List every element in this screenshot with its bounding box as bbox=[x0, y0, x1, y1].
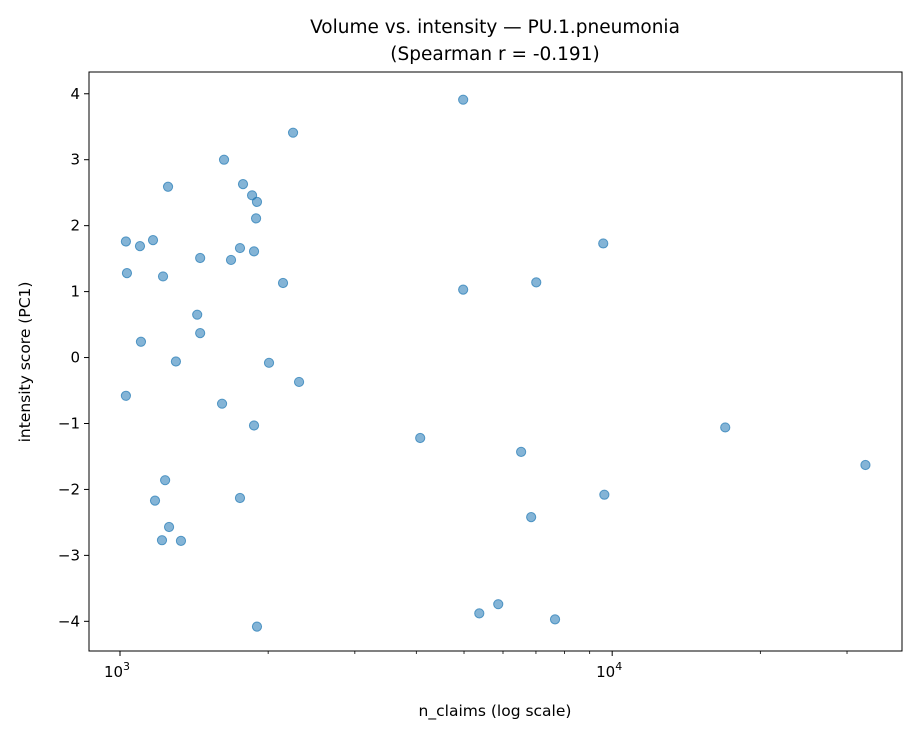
y-tick-label: −4 bbox=[58, 612, 80, 630]
data-point bbox=[147, 235, 159, 246]
y-tick-label: 1 bbox=[70, 283, 80, 301]
data-point bbox=[234, 492, 246, 504]
data-point bbox=[458, 94, 469, 105]
data-point bbox=[531, 277, 542, 288]
chart-title: Volume vs. intensity — PU.1.pneumonia bbox=[310, 17, 680, 38]
x-tick-label: 103 bbox=[104, 660, 130, 681]
data-point bbox=[216, 398, 228, 409]
plot-frame bbox=[88, 71, 903, 652]
data-point bbox=[415, 432, 426, 444]
points-layer bbox=[120, 94, 871, 632]
data-point bbox=[458, 284, 469, 295]
data-point bbox=[156, 535, 168, 546]
data-point bbox=[293, 376, 305, 388]
data-point bbox=[121, 268, 133, 279]
y-tick-label: 4 bbox=[70, 85, 80, 103]
data-point bbox=[195, 328, 206, 339]
data-point bbox=[250, 213, 262, 224]
x-tick-label: 104 bbox=[596, 660, 622, 681]
data-point bbox=[195, 252, 206, 264]
data-point bbox=[157, 271, 169, 282]
data-point bbox=[135, 336, 147, 347]
data-point bbox=[599, 489, 610, 500]
data-point bbox=[225, 254, 237, 266]
data-point bbox=[120, 236, 132, 247]
data-point bbox=[248, 246, 260, 257]
chart-subtitle: (Spearman r = -0.191) bbox=[390, 44, 599, 65]
y-tick-label: −1 bbox=[58, 414, 80, 432]
data-point bbox=[516, 446, 527, 457]
y-tick-label: 3 bbox=[70, 151, 80, 169]
x-axis-label: n_claims (log scale) bbox=[419, 702, 572, 721]
data-point bbox=[251, 196, 263, 208]
data-point bbox=[163, 521, 175, 533]
y-tick-label: 0 bbox=[70, 349, 80, 367]
data-point bbox=[234, 242, 246, 254]
axes-layer: 4 3 2 1 0 −1 −2 −3 −4 103 104 bbox=[58, 85, 848, 681]
data-point bbox=[149, 495, 161, 506]
data-point bbox=[175, 535, 187, 546]
data-point bbox=[526, 512, 537, 523]
data-point bbox=[720, 422, 731, 433]
data-point bbox=[287, 127, 299, 138]
data-point bbox=[263, 357, 275, 368]
data-point bbox=[160, 475, 171, 486]
data-point bbox=[598, 238, 609, 249]
data-point bbox=[474, 608, 485, 619]
data-point bbox=[277, 277, 289, 289]
y-axis-label: intensity score (PC1) bbox=[16, 282, 34, 443]
data-point bbox=[860, 459, 871, 471]
data-point bbox=[237, 179, 249, 190]
data-point bbox=[134, 240, 146, 252]
y-tick-label: −3 bbox=[58, 546, 80, 564]
data-point bbox=[120, 390, 132, 401]
data-point bbox=[549, 614, 561, 625]
y-tick-label: −2 bbox=[58, 480, 80, 498]
data-point bbox=[218, 154, 230, 165]
y-tick-label: 2 bbox=[70, 217, 80, 235]
data-point bbox=[170, 356, 182, 367]
data-point bbox=[162, 181, 174, 192]
data-point bbox=[493, 599, 504, 610]
data-point bbox=[251, 621, 263, 632]
data-point bbox=[192, 309, 203, 320]
data-point bbox=[248, 420, 260, 431]
